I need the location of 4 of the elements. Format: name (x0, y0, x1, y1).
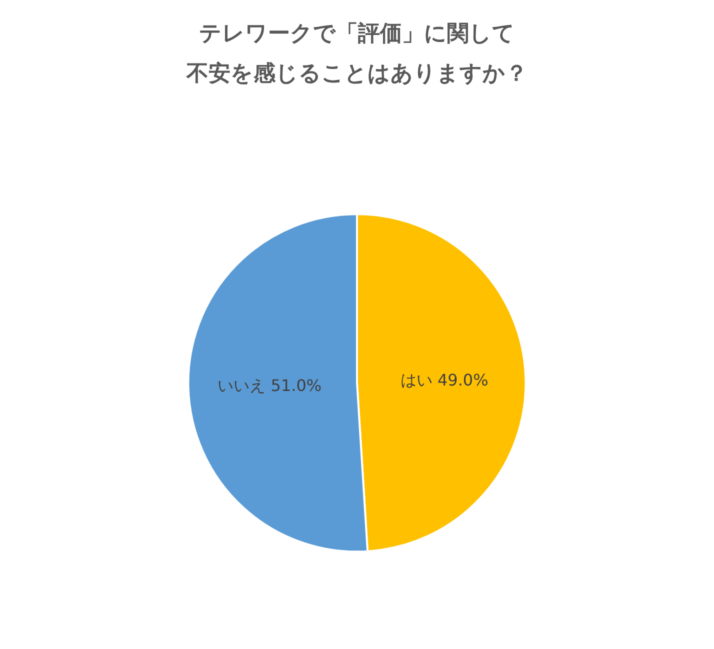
chart-subtitle: 不安を感じることはありますか？ (186, 60, 528, 86)
slice-label: いいえ 51.0% (218, 376, 322, 396)
chart-title: テレワークで「評価」に関して (199, 22, 515, 46)
slice-label: はい 49.0% (400, 370, 488, 390)
